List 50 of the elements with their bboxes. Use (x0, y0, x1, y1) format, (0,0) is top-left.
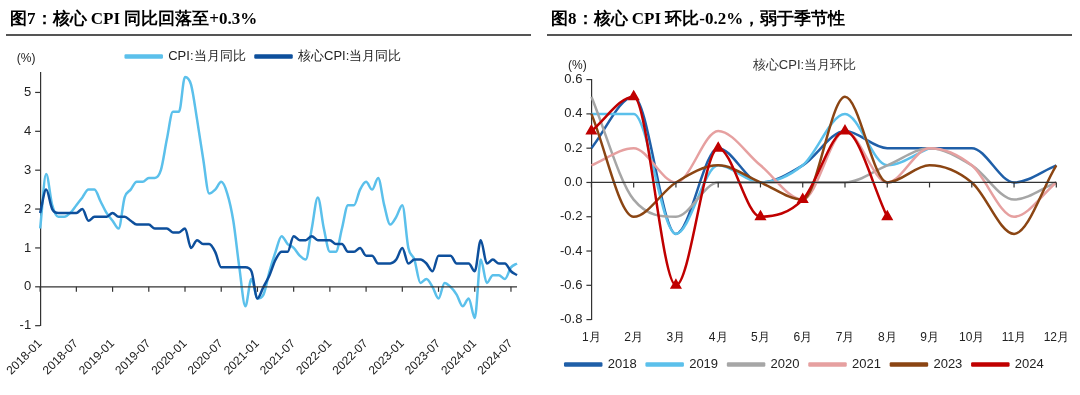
y-axis-title: (%) (16, 51, 36, 66)
point (670, 279, 682, 289)
point (586, 125, 597, 135)
point (755, 210, 766, 221)
y-tick-label: -0.2 (559, 208, 583, 224)
legend-label: 2021 (852, 356, 881, 372)
x-tick-label: 4月 (708, 330, 728, 345)
legend-label: 2020 (770, 356, 800, 372)
legend-label: 2023 (933, 356, 963, 372)
y-tick-label: -0.4 (559, 242, 583, 258)
x-tick-label: 12月 (1043, 330, 1070, 345)
point (839, 125, 851, 135)
x-tick-label: 3月 (666, 330, 686, 345)
line-series (38, 75, 519, 320)
x-tick-label: 8月 (877, 330, 897, 345)
y-tick-label: 0.4 (564, 105, 583, 121)
point (628, 90, 639, 101)
chart-subtitle: 核心CPI:当月环比 (751, 57, 857, 73)
x-tick-label: 11月 (1001, 330, 1027, 345)
y-tick-label: 2 (23, 200, 32, 216)
y-tick-label: -0.8 (559, 311, 583, 327)
legend-label: 2019 (689, 356, 719, 372)
y-tick-label: 1 (23, 239, 32, 255)
point (882, 210, 893, 221)
y-tick-label: 0 (23, 278, 32, 294)
y-tick-label: 0.6 (564, 71, 583, 87)
legend-label: 核心CPI:当月同比 (297, 48, 402, 64)
y-tick-label: 3 (23, 161, 32, 177)
chart-title: 图7：核心 CPI 同比回落至+0.3% (6, 4, 531, 36)
chart-title: 图8：核心 CPI 环比-0.2%，弱于季节性 (547, 4, 1072, 36)
legend-label: CPI:当月同比 (168, 48, 246, 64)
y-tick-label: 4 (23, 122, 32, 138)
point (713, 142, 724, 152)
y-tick-label: 0.0 (564, 174, 583, 190)
x-tick-label: 9月 (920, 330, 939, 345)
y-tick-label: -0.6 (559, 276, 583, 292)
x-tick-label: 10月 (959, 330, 985, 345)
legend-label: 2024 (1014, 356, 1044, 372)
x-tick-label: 6月 (793, 330, 813, 345)
y-tick-label: 0.2 (564, 139, 583, 155)
point (797, 193, 808, 204)
y-tick-label: -1 (19, 317, 32, 333)
line-series (38, 188, 519, 300)
x-tick-label: 2月 (624, 330, 644, 345)
x-tick-label: 1月 (582, 330, 601, 345)
legend-label: 2018 (607, 356, 637, 372)
x-tick-label: 5月 (751, 330, 770, 345)
y-axis-title: (%) (568, 57, 587, 72)
x-tick-label: 7月 (835, 330, 855, 345)
y-tick-label: 5 (23, 84, 32, 100)
